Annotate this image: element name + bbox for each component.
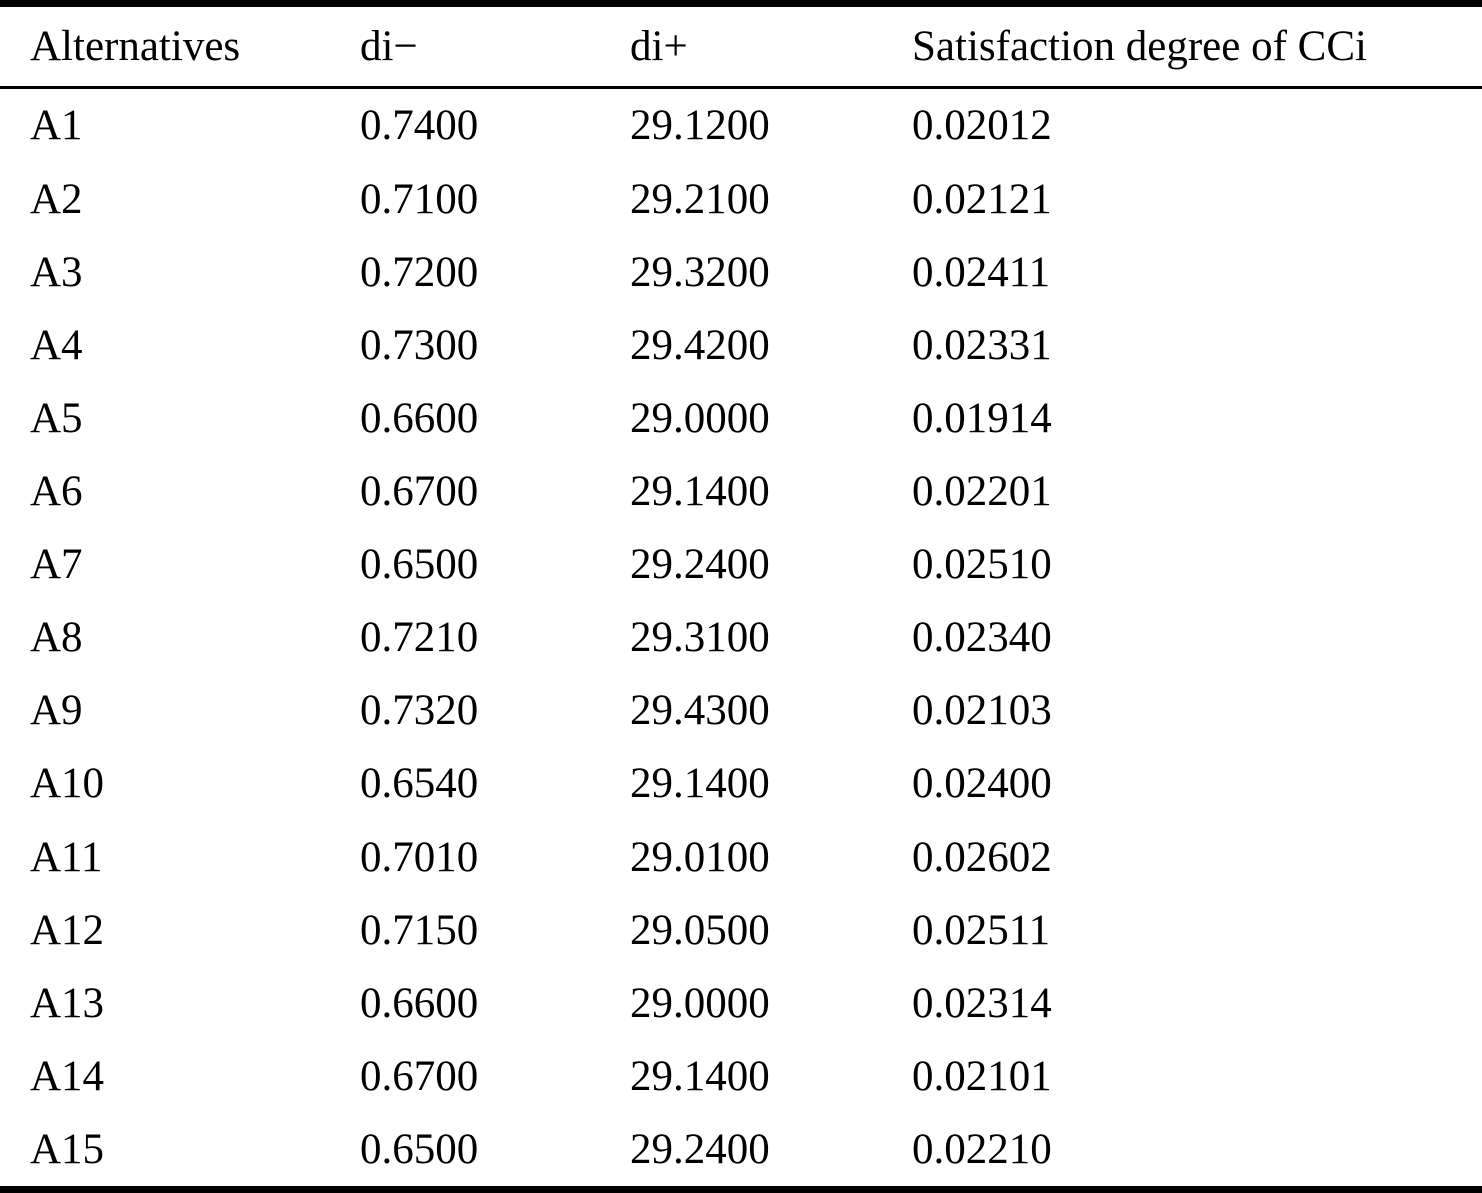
- di-minus-cell: 0.7320: [360, 687, 479, 735]
- di-minus-cell: 0.6500: [360, 1125, 479, 1173]
- column-header-alternatives: Alternatives: [0, 7, 360, 89]
- di-plus-cell: 29.1400: [630, 1052, 770, 1100]
- satisfaction-cell: 0.02340: [912, 614, 1052, 662]
- di-plus-cell: 29.0000: [630, 979, 770, 1027]
- table-row: A5 0.6600 29.0000 0.01914: [0, 382, 1482, 455]
- di-plus-cell: 29.4300: [630, 687, 770, 735]
- table-row: A2 0.7100 29.2100 0.02121: [0, 163, 1482, 236]
- di-plus-cell: 29.2400: [630, 1125, 770, 1173]
- di-minus-cell: 0.7200: [360, 248, 479, 296]
- alternative-cell: A11: [30, 833, 103, 881]
- table-row: A6 0.6700 29.1400 0.02201: [0, 455, 1482, 528]
- table-row: A8 0.7210 29.3100 0.02340: [0, 601, 1482, 674]
- alternative-cell: A4: [30, 321, 83, 369]
- table-row: A12 0.7150 29.0500 0.02511: [0, 894, 1482, 967]
- table-row: A7 0.6500 29.2400 0.02510: [0, 528, 1482, 601]
- table-body: A1 0.7400 29.1200 0.02012 A2 0.7100 29.2…: [0, 87, 1482, 1186]
- table-row: A15 0.6500 29.2400 0.02210: [0, 1113, 1482, 1186]
- alternative-cell: A5: [30, 394, 83, 442]
- header-row: Alternatives di− di+ Satisfaction degree…: [0, 7, 1482, 89]
- di-minus-cell: 0.6600: [360, 394, 479, 442]
- satisfaction-cell: 0.01914: [912, 394, 1052, 442]
- satisfaction-cell: 0.02101: [912, 1052, 1052, 1100]
- di-minus-cell: 0.6700: [360, 468, 479, 516]
- alternative-cell: A13: [30, 979, 105, 1027]
- alternative-cell: A6: [30, 468, 83, 516]
- alternative-cell: A7: [30, 541, 83, 589]
- table-row: A3 0.7200 29.3200 0.02411: [0, 236, 1482, 309]
- di-minus-cell: 0.7300: [360, 321, 479, 369]
- satisfaction-cell: 0.02602: [912, 833, 1052, 881]
- di-plus-cell: 29.4200: [630, 321, 770, 369]
- di-plus-cell: 29.1200: [630, 102, 770, 150]
- table-row: A11 0.7010 29.0100 0.02602: [0, 820, 1482, 893]
- di-minus-cell: 0.7100: [360, 175, 479, 223]
- satisfaction-cell: 0.02510: [912, 541, 1052, 589]
- column-header-di-minus: di−: [360, 7, 630, 89]
- di-plus-cell: 29.3100: [630, 614, 770, 662]
- di-minus-cell: 0.6500: [360, 541, 479, 589]
- alternative-cell: A10: [30, 760, 105, 808]
- di-plus-cell: 29.0500: [630, 906, 770, 954]
- table-row: A4 0.7300 29.4200 0.02331: [0, 309, 1482, 382]
- di-plus-cell: 29.1400: [630, 760, 770, 808]
- di-minus-cell: 0.7150: [360, 906, 479, 954]
- alternative-cell: A12: [30, 906, 105, 954]
- table-row: A10 0.6540 29.1400 0.02400: [0, 747, 1482, 820]
- di-plus-cell: 29.3200: [630, 248, 770, 296]
- table-row: A13 0.6600 29.0000 0.02314: [0, 967, 1482, 1040]
- alternative-cell: A1: [30, 102, 83, 150]
- alternative-cell: A14: [30, 1052, 105, 1100]
- di-plus-cell: 29.0000: [630, 394, 770, 442]
- di-plus-cell: 29.0100: [630, 833, 770, 881]
- satisfaction-cell: 0.02103: [912, 687, 1052, 735]
- satisfaction-cell: 0.02121: [912, 175, 1052, 223]
- results-table: Alternatives di− di+ Satisfaction degree…: [0, 7, 1482, 1186]
- di-minus-cell: 0.6700: [360, 1052, 479, 1100]
- satisfaction-cell: 0.02400: [912, 760, 1052, 808]
- satisfaction-cell: 0.02511: [912, 906, 1051, 954]
- di-plus-cell: 29.2100: [630, 175, 770, 223]
- alternative-cell: A9: [30, 687, 83, 735]
- di-minus-cell: 0.7010: [360, 833, 479, 881]
- satisfaction-cell: 0.02411: [912, 248, 1051, 296]
- satisfaction-cell: 0.02012: [912, 102, 1052, 150]
- satisfaction-cell: 0.02210: [912, 1125, 1052, 1173]
- column-header-satisfaction: Satisfaction degree of CCi: [912, 7, 1482, 89]
- alternative-cell: A8: [30, 614, 83, 662]
- satisfaction-cell: 0.02331: [912, 321, 1052, 369]
- alternative-cell: A2: [30, 175, 83, 223]
- column-header-di-plus: di+: [630, 7, 912, 89]
- di-minus-cell: 0.6600: [360, 979, 479, 1027]
- alternative-cell: A3: [30, 248, 83, 296]
- di-minus-cell: 0.7400: [360, 102, 479, 150]
- di-minus-cell: 0.7210: [360, 614, 479, 662]
- satisfaction-cell: 0.02314: [912, 979, 1052, 1027]
- alternative-cell: A15: [30, 1125, 105, 1173]
- satisfaction-cell: 0.02201: [912, 468, 1052, 516]
- di-plus-cell: 29.2400: [630, 541, 770, 589]
- di-minus-cell: 0.6540: [360, 760, 479, 808]
- di-plus-cell: 29.1400: [630, 468, 770, 516]
- table-row: A1 0.7400 29.1200 0.02012: [0, 87, 1482, 163]
- table-row: A14 0.6700 29.1400 0.02101: [0, 1040, 1482, 1113]
- table-row: A9 0.7320 29.4300 0.02103: [0, 674, 1482, 747]
